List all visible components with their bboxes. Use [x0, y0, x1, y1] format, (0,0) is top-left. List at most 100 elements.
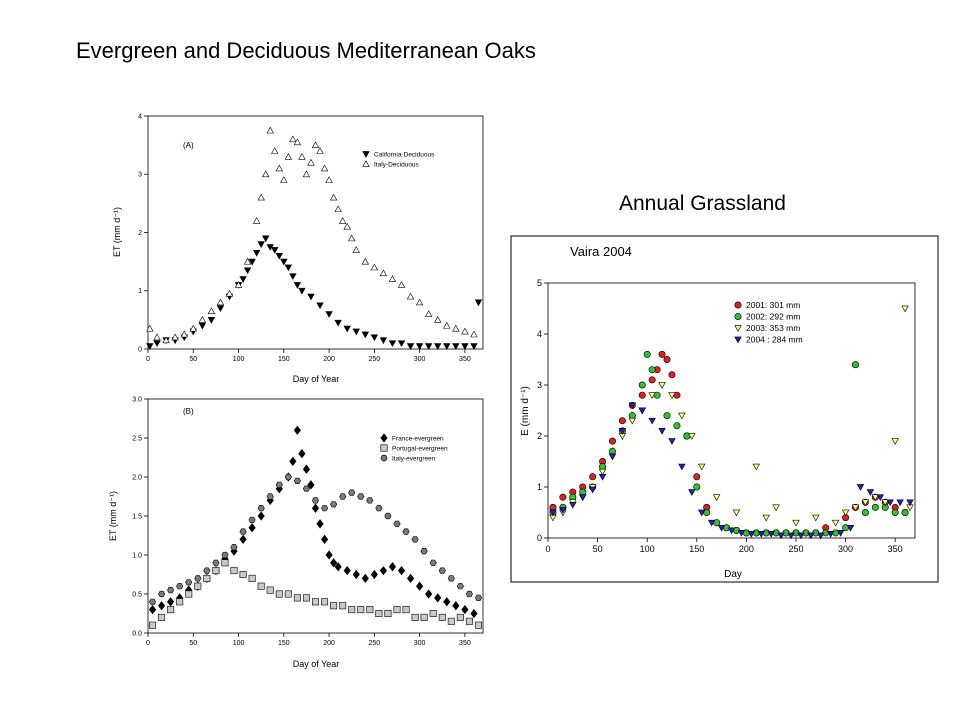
- data-point: [198, 322, 207, 330]
- data-point: [452, 601, 460, 611]
- data-point: [638, 407, 646, 415]
- data-point: [207, 307, 216, 314]
- data-point: [465, 617, 473, 625]
- x-axis-label: Day: [724, 569, 742, 580]
- data-point: [239, 528, 247, 535]
- data-point: [311, 141, 320, 148]
- data-point: [339, 602, 347, 610]
- data-point: [906, 499, 914, 507]
- x-tick-label: 300: [414, 356, 426, 363]
- x-tick-label: 200: [323, 640, 335, 647]
- data-point: [284, 590, 292, 598]
- panel-label: (B): [183, 407, 194, 416]
- data-point: [452, 324, 460, 332]
- data-point: [707, 519, 716, 527]
- data-point: [316, 519, 324, 529]
- legend-marker: [734, 336, 742, 344]
- data-point: [599, 463, 607, 471]
- legend-entry: Portugal-evergreen: [392, 445, 448, 452]
- data-point: [831, 519, 840, 527]
- data-point: [668, 392, 676, 400]
- series-2: [146, 126, 478, 344]
- data-point: [158, 590, 166, 598]
- chart-panel-3: 0 50 100 150 200 250 300 350 0 1 2 3 4 5 Day E (mm d⁻¹)…: [510, 235, 939, 583]
- y-tick-label: 0: [537, 533, 542, 543]
- data-point: [841, 509, 850, 517]
- data-point: [293, 138, 302, 146]
- data-point: [261, 170, 270, 178]
- data-point: [608, 437, 616, 445]
- data-point: [678, 463, 686, 471]
- x-tick-label: 200: [739, 544, 754, 554]
- data-point: [189, 324, 197, 332]
- data-point: [569, 501, 577, 509]
- y-tick-label: 2.0: [132, 474, 142, 481]
- data-point: [608, 453, 617, 461]
- legend-marker: [380, 454, 388, 462]
- data-point: [271, 247, 279, 254]
- data-point: [148, 604, 157, 615]
- data-point: [280, 176, 288, 183]
- data-point: [302, 485, 310, 492]
- data-point: [146, 343, 154, 350]
- data-point: [171, 333, 179, 341]
- data-point: [257, 241, 265, 248]
- data-point: [628, 402, 637, 410]
- data-point: [638, 381, 646, 389]
- data-point: [321, 598, 329, 606]
- data-point: [861, 508, 869, 516]
- data-point: [648, 392, 656, 400]
- data-point: [361, 331, 370, 339]
- data-point: [153, 340, 161, 347]
- data-point: [559, 493, 567, 501]
- data-point: [316, 302, 324, 310]
- data-point: [257, 505, 265, 512]
- data-point: [221, 551, 229, 559]
- data-point: [257, 193, 265, 201]
- legend-entry: 2003: 353 mm: [746, 323, 800, 333]
- data-point: [370, 569, 378, 580]
- data-point: [420, 548, 428, 555]
- data-point: [658, 428, 666, 435]
- data-point: [549, 509, 557, 517]
- y-tick-label: 2: [537, 431, 542, 441]
- chart-panel-2: 0 50 100 150 200 250 300 350 0.0 0.5 1.0 1.5 2.0 2.5 3…: [108, 396, 484, 669]
- data-point: [797, 532, 805, 540]
- data-point: [767, 531, 775, 538]
- data-point: [320, 164, 329, 172]
- legend-marker: [380, 444, 388, 452]
- data-point: [762, 514, 770, 522]
- chart-frame: [510, 235, 939, 583]
- data-point: [216, 298, 225, 306]
- data-point: [851, 504, 860, 512]
- y-tick-label: 0.5: [132, 591, 142, 598]
- data-point: [311, 497, 320, 504]
- data-point: [579, 488, 587, 496]
- data-point: [316, 147, 324, 154]
- x-axis-label: Day of Year: [293, 659, 340, 669]
- data-point: [470, 343, 478, 350]
- x-tick-label: 0: [545, 544, 550, 554]
- data-point: [149, 621, 157, 629]
- data-point: [275, 590, 283, 598]
- data-point: [289, 135, 297, 143]
- data-point: [243, 267, 252, 275]
- x-tick-label: 300: [414, 640, 426, 647]
- data-point: [901, 508, 909, 516]
- data-point: [717, 524, 726, 532]
- data-point: [167, 606, 175, 614]
- data-point: [688, 489, 696, 496]
- data-point: [693, 473, 701, 481]
- data-point: [861, 499, 870, 507]
- series-1: [146, 235, 483, 350]
- data-point: [325, 311, 333, 318]
- data-point: [648, 417, 656, 425]
- y-tick-label: 1: [138, 288, 142, 295]
- data-point: [420, 613, 428, 621]
- data-point: [176, 583, 184, 590]
- data-point: [415, 298, 424, 306]
- y-axis-label: ET (mm d⁻¹): [108, 491, 118, 541]
- data-point: [402, 606, 410, 614]
- data-point: [598, 473, 607, 481]
- series-3: [148, 473, 483, 605]
